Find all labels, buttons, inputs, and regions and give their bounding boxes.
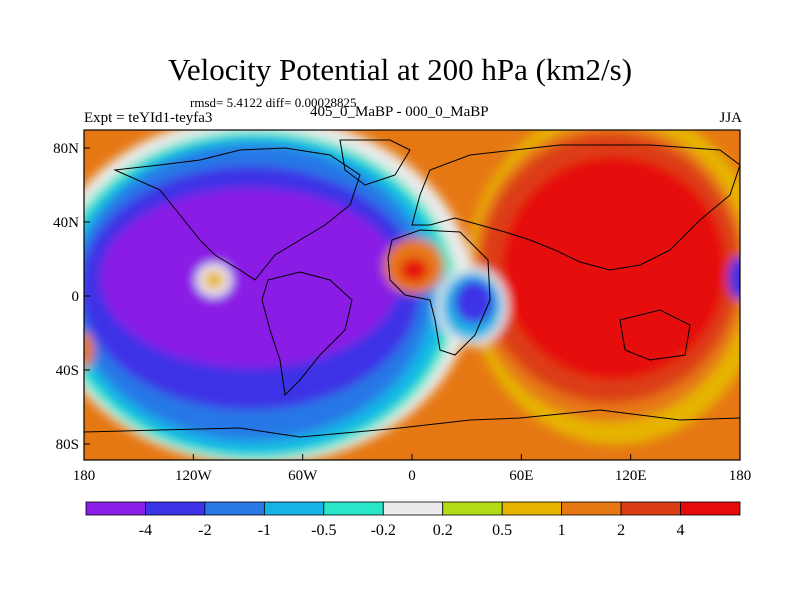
colorbar-swatch (204, 501, 265, 516)
colorbar-swatch (85, 501, 146, 516)
coast-greenland (339, 139, 411, 186)
lat-tick-label: 80S (56, 437, 79, 453)
lat-tick-label: 80N (53, 141, 79, 157)
axis-ticks: 80N 40N 0 40S 80S 180 120W 60W 0 60E 120E 180 (53, 141, 751, 484)
lon-tick-label: 0 (408, 468, 416, 484)
colorbar: -4 -2 -1 -0.5 -0.2 0.2 0.5 1 2 4 (85, 501, 741, 539)
coast-south-america (261, 271, 353, 397)
lat-tick-label: 40S (56, 363, 79, 379)
contour-field (84, 130, 740, 460)
lon-tick-label: 120E (615, 468, 647, 484)
colorbar-label: -1 (258, 522, 271, 539)
stats-label: rmsd= 5.4122 diff= 0.00028825 (190, 95, 357, 110)
season-label: JJA (719, 110, 742, 126)
fill-westafrica-core (400, 258, 428, 282)
colorbar-label: -0.2 (371, 522, 396, 539)
coast-africa (387, 229, 491, 356)
fill-africa-core (454, 280, 494, 324)
colorbar-swatch (145, 501, 206, 516)
lat-tick-label: 40N (53, 215, 79, 231)
colorbar-swatch (382, 501, 444, 516)
fill-west-edge (84, 332, 94, 368)
comparison-label: 405_0_MaBP - 000_0_MaBP (310, 104, 489, 120)
colorbar-swatch (323, 501, 384, 516)
coast-antarctica (84, 409, 740, 438)
coast-eurasia (411, 144, 740, 271)
colorbar-label: 4 (677, 522, 685, 539)
fill-mexico-core (204, 271, 224, 289)
colorbar-swatch (501, 501, 563, 516)
colorbar-swatch (620, 501, 681, 516)
colorbar-label: 0.2 (433, 522, 453, 539)
lon-tick-label: 60W (288, 468, 318, 484)
lon-tick-label: 180 (73, 468, 96, 484)
coast-north-america (113, 147, 361, 281)
colorbar-swatch (263, 501, 325, 516)
colorbar-label: -4 (139, 522, 152, 539)
colorbar-label: -2 (198, 522, 211, 539)
colorbar-swatch (680, 501, 741, 516)
fill-west-core (100, 188, 400, 368)
colorbar-swatch (442, 501, 503, 516)
coast-australia (619, 309, 691, 361)
colorbar-label: 0.5 (492, 522, 512, 539)
lon-tick-label: 120W (175, 468, 213, 484)
fill-east-core (502, 156, 726, 380)
colorbar-swatch (561, 501, 622, 516)
lon-tick-label: 60E (509, 468, 533, 484)
colorbar-label: -0.5 (311, 522, 336, 539)
fill-east-edge (728, 256, 740, 300)
colorbar-label: 2 (617, 522, 625, 539)
coastlines (84, 139, 740, 438)
lon-tick-label: 180 (729, 468, 752, 484)
experiment-label: Expt = teYId1-teyfa3 (84, 110, 213, 126)
chart-title: Velocity Potential at 200 hPa (km2/s) (167, 52, 633, 87)
lat-tick-label: 0 (72, 289, 80, 305)
colorbar-label: 1 (558, 522, 566, 539)
